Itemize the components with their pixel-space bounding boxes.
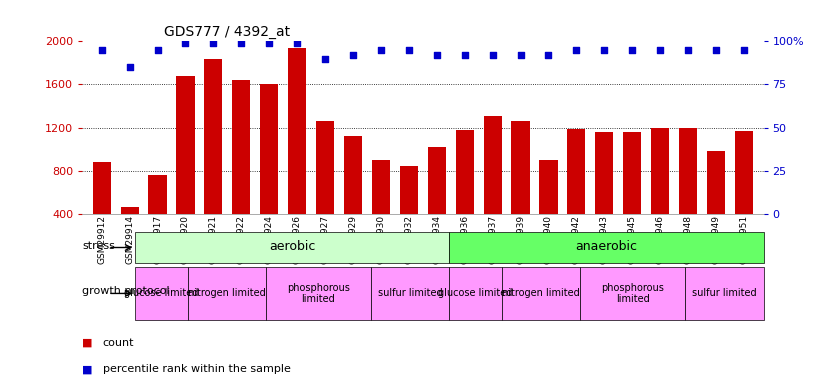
Point bbox=[570, 47, 583, 53]
Bar bbox=[371, 267, 449, 320]
Bar bbox=[135, 232, 449, 262]
Point bbox=[291, 40, 304, 46]
Bar bbox=[623, 132, 641, 214]
Text: growth protocol: growth protocol bbox=[82, 286, 170, 296]
Point bbox=[654, 47, 667, 53]
Bar bbox=[372, 160, 390, 214]
Text: aerobic: aerobic bbox=[269, 240, 315, 254]
Bar bbox=[288, 48, 306, 214]
Point bbox=[626, 47, 639, 53]
Bar bbox=[449, 232, 764, 262]
Bar bbox=[121, 207, 139, 214]
Point bbox=[402, 47, 415, 53]
Point bbox=[430, 52, 443, 58]
Text: count: count bbox=[103, 338, 134, 348]
Point bbox=[598, 47, 611, 53]
Bar bbox=[93, 162, 111, 214]
Text: GDS777 / 4392_at: GDS777 / 4392_at bbox=[164, 25, 290, 39]
Text: phosphorous
limited: phosphorous limited bbox=[601, 283, 664, 304]
Bar bbox=[449, 267, 502, 320]
Point bbox=[319, 56, 332, 62]
Bar bbox=[539, 160, 557, 214]
Bar bbox=[400, 166, 418, 214]
Text: nitrogen limited: nitrogen limited bbox=[502, 288, 580, 298]
Bar bbox=[204, 58, 222, 214]
Bar bbox=[735, 131, 753, 214]
Bar bbox=[344, 136, 362, 214]
Point bbox=[179, 40, 192, 46]
Point bbox=[486, 52, 499, 58]
Bar bbox=[188, 267, 266, 320]
Bar bbox=[679, 128, 697, 214]
Point bbox=[458, 52, 471, 58]
Bar bbox=[266, 267, 371, 320]
Point bbox=[123, 64, 136, 70]
Text: stress: stress bbox=[82, 241, 115, 251]
Bar bbox=[260, 84, 278, 214]
Point bbox=[207, 40, 220, 46]
Bar bbox=[685, 267, 764, 320]
Bar bbox=[428, 147, 446, 214]
Text: anaerobic: anaerobic bbox=[576, 240, 637, 254]
Bar bbox=[149, 175, 167, 214]
Bar bbox=[135, 267, 188, 320]
Text: percentile rank within the sample: percentile rank within the sample bbox=[103, 364, 291, 374]
Text: ■: ■ bbox=[82, 364, 93, 374]
Text: sulfur limited: sulfur limited bbox=[692, 288, 757, 298]
Point bbox=[709, 47, 722, 53]
Point bbox=[681, 47, 695, 53]
Point bbox=[346, 52, 360, 58]
Text: nitrogen limited: nitrogen limited bbox=[188, 288, 266, 298]
Point bbox=[95, 47, 108, 53]
Bar bbox=[316, 121, 334, 214]
Point bbox=[514, 52, 527, 58]
Bar bbox=[511, 121, 530, 214]
Bar bbox=[595, 132, 613, 214]
Bar bbox=[567, 129, 585, 214]
Bar bbox=[456, 130, 474, 214]
Point bbox=[263, 40, 276, 46]
Bar bbox=[232, 80, 250, 214]
Point bbox=[374, 47, 388, 53]
Bar bbox=[651, 128, 669, 214]
Point bbox=[235, 40, 248, 46]
Text: glucose limited: glucose limited bbox=[124, 288, 199, 298]
Bar bbox=[177, 76, 195, 214]
Bar bbox=[580, 267, 685, 320]
Bar bbox=[707, 151, 725, 214]
Point bbox=[542, 52, 555, 58]
Point bbox=[151, 47, 164, 53]
Bar bbox=[502, 267, 580, 320]
Text: glucose limited: glucose limited bbox=[438, 288, 513, 298]
Text: sulfur limited: sulfur limited bbox=[378, 288, 443, 298]
Point bbox=[737, 47, 750, 53]
Bar bbox=[484, 116, 502, 214]
Text: phosphorous
limited: phosphorous limited bbox=[287, 283, 350, 304]
Text: ■: ■ bbox=[82, 338, 93, 348]
